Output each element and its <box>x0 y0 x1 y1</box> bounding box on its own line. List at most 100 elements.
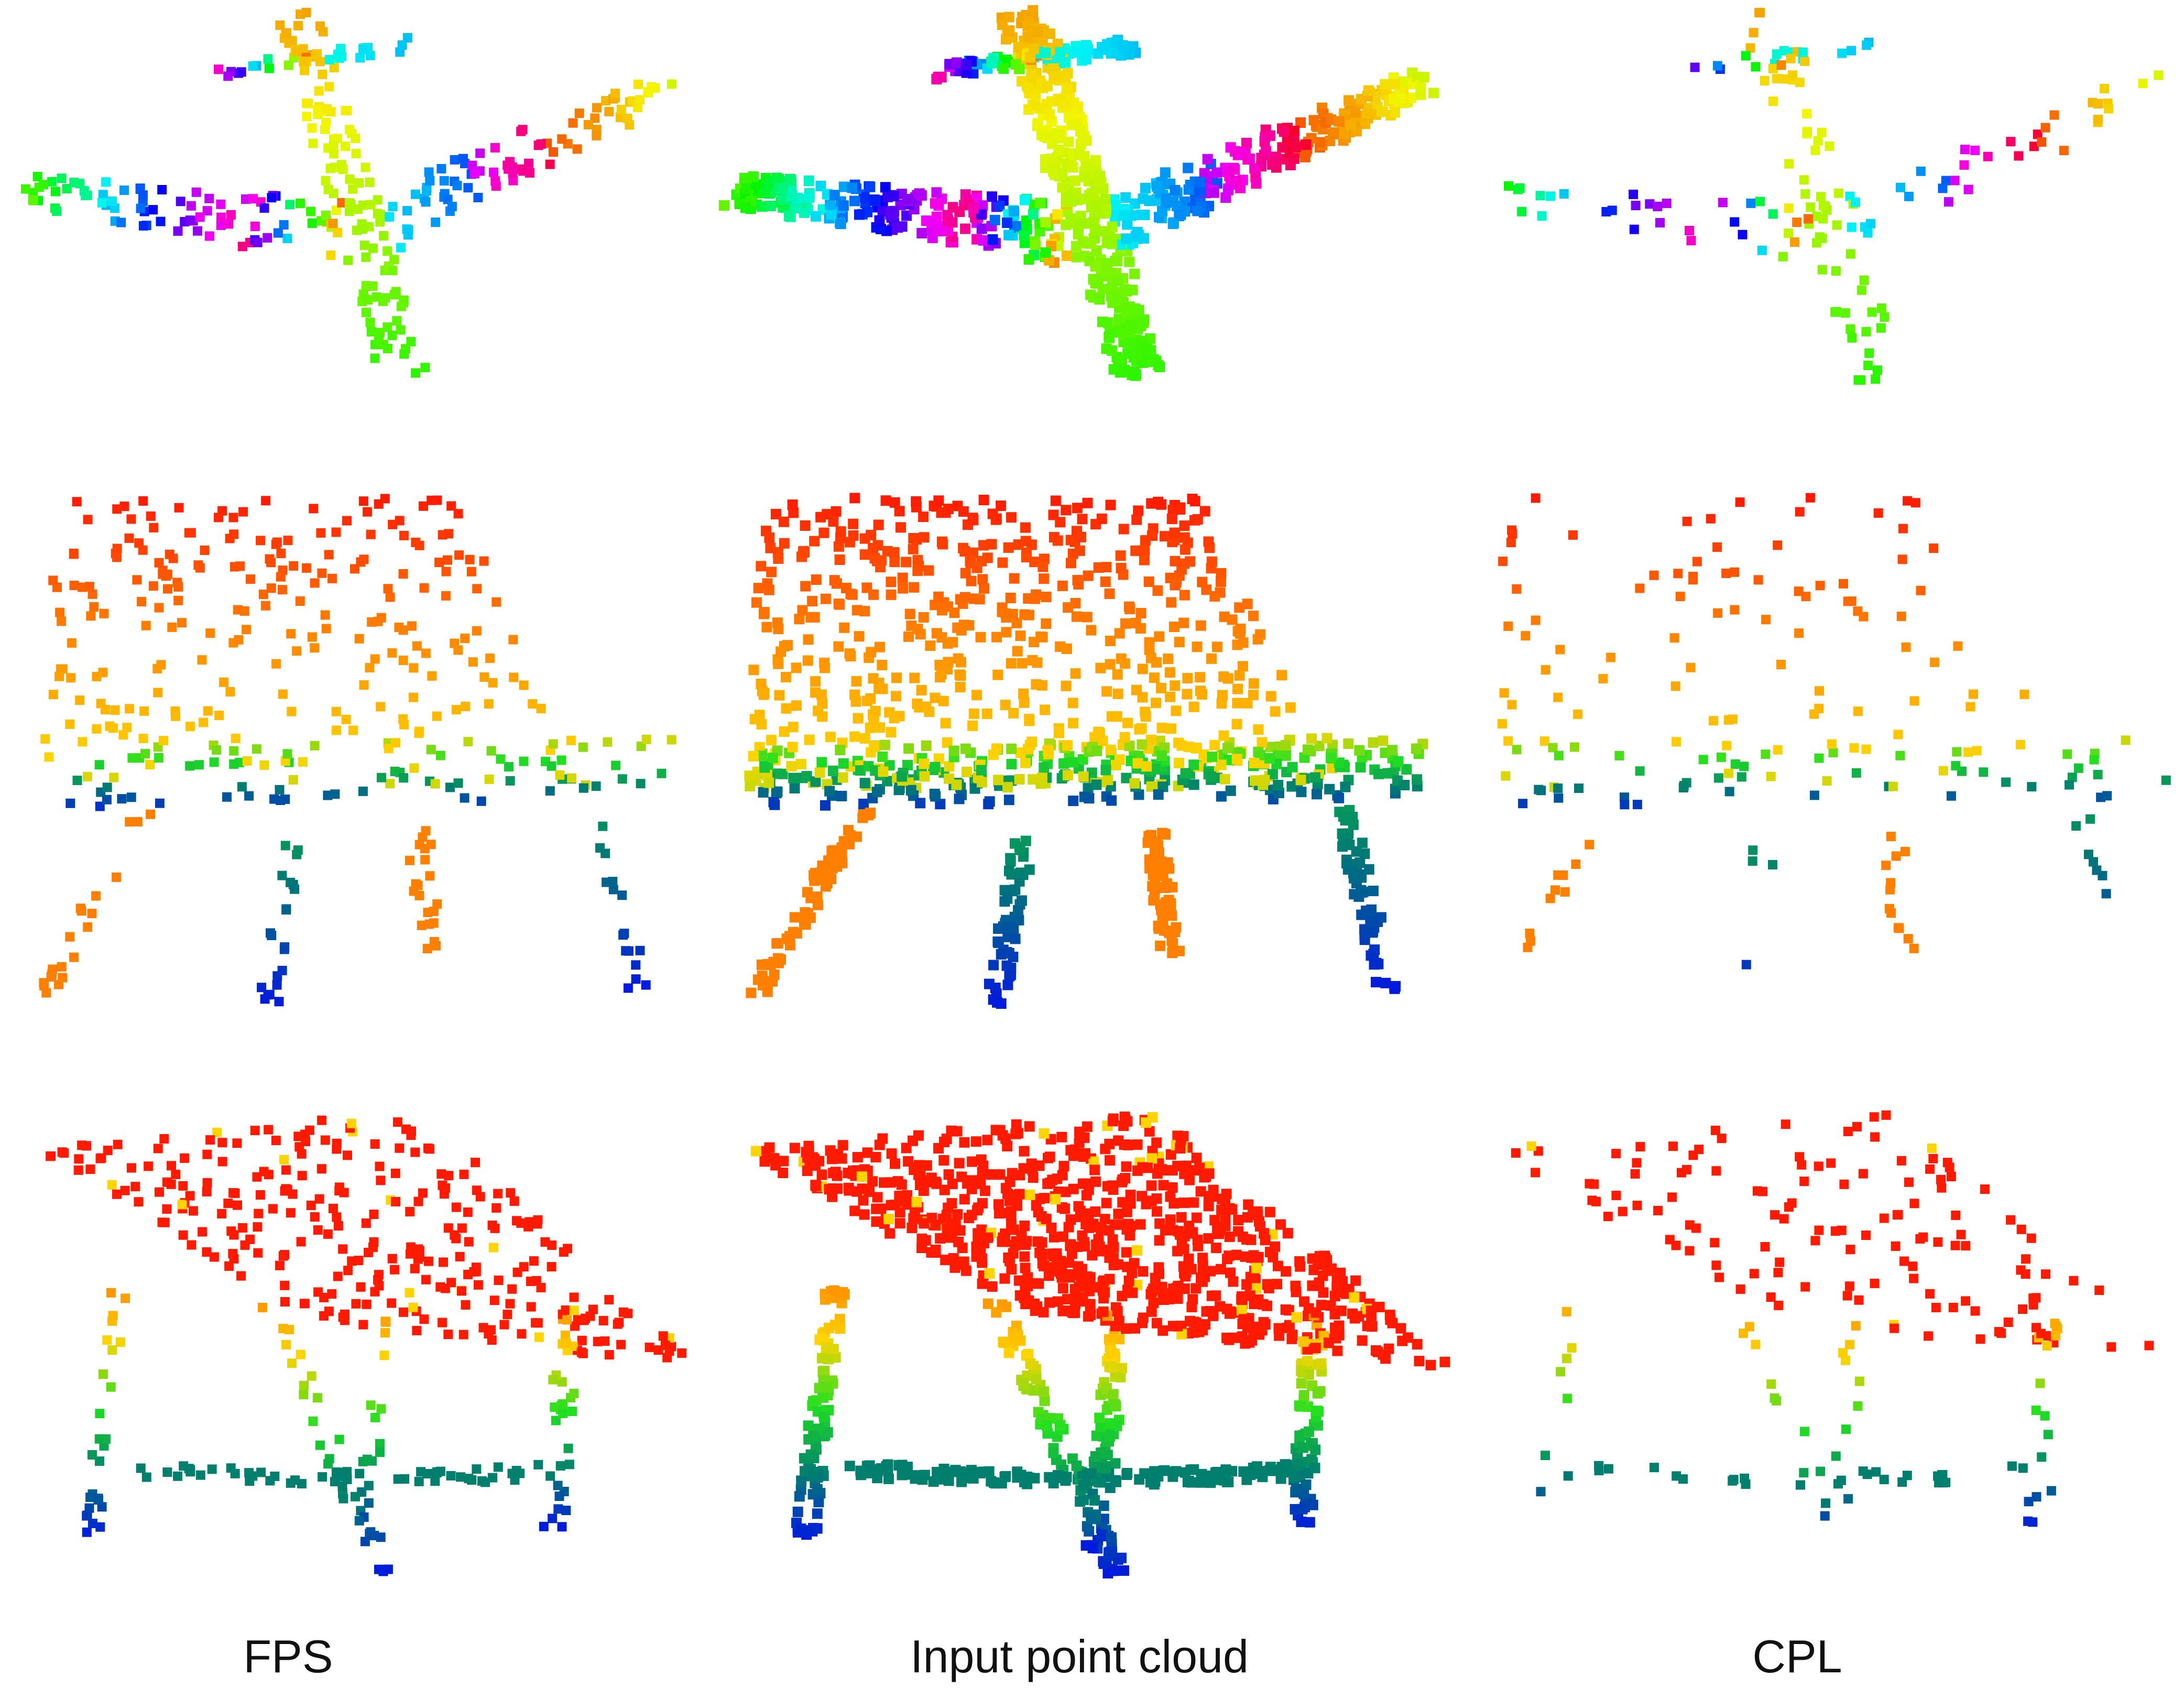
point <box>389 290 399 300</box>
point <box>1195 620 1206 631</box>
point <box>229 759 239 769</box>
point <box>1861 1231 1871 1240</box>
point <box>1065 558 1076 569</box>
point <box>955 682 966 693</box>
point <box>1585 840 1595 850</box>
point <box>960 223 971 234</box>
point <box>1853 1401 1863 1411</box>
point <box>572 144 582 154</box>
point <box>871 787 882 798</box>
point <box>524 158 533 168</box>
point <box>1097 317 1108 328</box>
point <box>834 554 845 565</box>
point <box>446 1278 456 1288</box>
point <box>1814 753 1824 763</box>
point <box>1563 1394 1573 1403</box>
point <box>369 1210 379 1220</box>
point <box>228 513 238 523</box>
point <box>1070 175 1080 186</box>
point <box>323 1459 333 1469</box>
point <box>1071 1460 1082 1471</box>
point <box>1071 47 1082 58</box>
point <box>1074 149 1085 160</box>
point <box>1030 593 1041 604</box>
point <box>977 1278 988 1289</box>
point <box>1591 1196 1601 1206</box>
point <box>880 182 891 193</box>
point <box>789 783 800 793</box>
point <box>822 1427 833 1438</box>
point <box>1282 1322 1293 1333</box>
point <box>566 735 576 745</box>
point <box>1165 691 1176 702</box>
point <box>313 1225 323 1235</box>
point <box>65 719 75 729</box>
point <box>162 1467 172 1477</box>
point <box>383 322 392 332</box>
point <box>568 118 578 128</box>
point <box>1004 1256 1015 1267</box>
point <box>254 1209 264 1218</box>
point <box>1068 717 1079 728</box>
point <box>569 1292 579 1302</box>
point <box>909 582 920 593</box>
point <box>351 149 361 158</box>
point <box>219 677 229 687</box>
point <box>387 331 397 340</box>
point <box>919 1470 930 1481</box>
point <box>1122 338 1133 349</box>
point <box>308 1417 318 1426</box>
point <box>1880 312 1890 322</box>
point <box>1141 1199 1152 1210</box>
point <box>1176 1212 1187 1223</box>
point <box>1020 1239 1031 1250</box>
point <box>1219 774 1230 785</box>
point <box>1200 1171 1211 1182</box>
point <box>1776 660 1786 669</box>
point <box>1015 630 1026 641</box>
point <box>48 690 58 700</box>
point <box>739 172 750 183</box>
point <box>905 785 916 796</box>
point <box>330 1477 340 1487</box>
point <box>1286 1333 1297 1344</box>
point <box>273 228 283 238</box>
point <box>1740 1473 1750 1483</box>
point <box>1846 249 1855 259</box>
point <box>1078 771 1089 782</box>
point <box>1948 1302 1958 1312</box>
point <box>577 1335 587 1345</box>
point <box>1028 209 1039 220</box>
point <box>1682 516 1692 526</box>
point <box>361 252 371 262</box>
point <box>811 574 822 585</box>
point <box>385 779 395 789</box>
point <box>1895 750 1905 760</box>
point <box>398 625 408 635</box>
point <box>1063 602 1074 613</box>
point <box>1044 109 1055 120</box>
point <box>921 741 932 751</box>
point <box>216 199 226 209</box>
point <box>410 189 420 199</box>
point <box>788 507 799 518</box>
point <box>1927 1144 1937 1153</box>
point <box>1060 101 1071 112</box>
point <box>740 202 751 213</box>
point <box>879 739 890 750</box>
point <box>1152 585 1163 596</box>
point <box>244 791 254 801</box>
point <box>2037 137 2047 147</box>
point <box>1157 1165 1169 1176</box>
point <box>1053 727 1064 738</box>
point <box>557 1522 567 1532</box>
point <box>1241 1279 1252 1290</box>
point <box>830 1167 841 1178</box>
point <box>807 1466 818 1477</box>
point <box>1768 96 1778 106</box>
point <box>1002 217 1013 228</box>
point <box>1160 883 1171 893</box>
point <box>368 281 378 291</box>
point <box>1049 1232 1060 1243</box>
point <box>138 734 148 744</box>
